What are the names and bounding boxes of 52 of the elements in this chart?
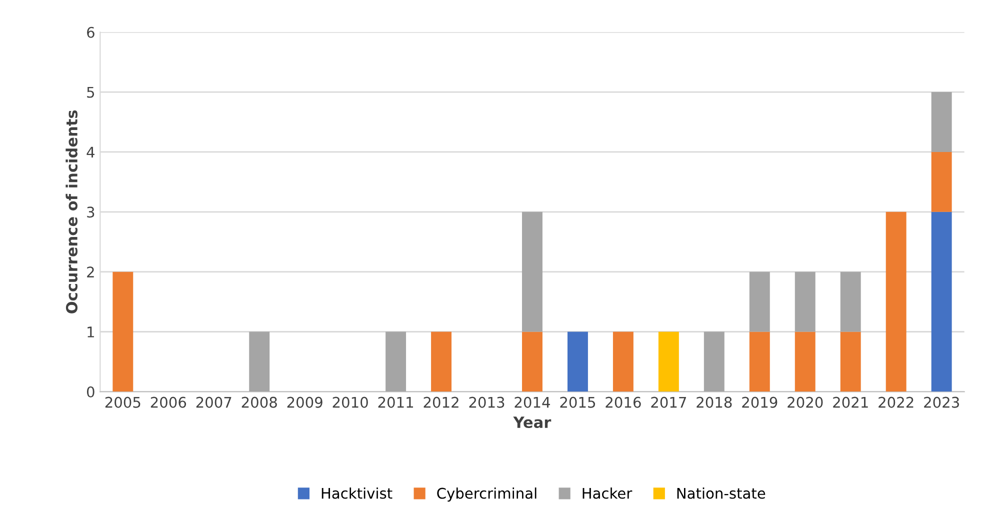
x-tick-label: 2021 — [833, 396, 868, 408]
bar — [612, 332, 634, 392]
bar — [794, 332, 816, 392]
legend-label: Nation-state — [677, 488, 766, 499]
x-tick-label: 2011 — [378, 396, 414, 408]
bar — [840, 272, 861, 332]
x-tick-label: 2005 — [105, 396, 140, 408]
x-tick-label: 2016 — [606, 396, 641, 408]
legend-label: Hacktivist — [322, 488, 392, 499]
x-tick-label: 2006 — [150, 396, 186, 408]
bar — [386, 332, 406, 392]
bar — [840, 332, 861, 392]
y-tick-label: 3 — [87, 206, 94, 218]
bar — [931, 92, 952, 152]
bar — [567, 332, 588, 392]
y-tick-label: 6 — [87, 26, 94, 38]
legend-label: Cybercriminal — [437, 488, 536, 502]
bar — [749, 272, 770, 332]
legend-label: Hacker — [582, 488, 632, 499]
bar — [522, 212, 542, 332]
bar — [886, 212, 906, 392]
x-tick-label: 2014 — [514, 396, 550, 408]
bar — [249, 332, 270, 392]
bar — [658, 332, 679, 392]
x-axis-title: Year — [513, 416, 552, 428]
y-tick-label: 4 — [86, 146, 94, 158]
y-tick-label: 5 — [87, 86, 94, 98]
y-tick-label: 2 — [87, 266, 94, 278]
bar — [931, 212, 952, 392]
x-tick-label: 2008 — [242, 396, 277, 408]
bar — [112, 272, 134, 392]
bar — [794, 272, 816, 332]
x-tick-label: 2020 — [788, 396, 823, 408]
x-tick-label: 2013 — [469, 396, 504, 408]
x-tick-label: 2017 — [651, 396, 686, 408]
bar — [522, 332, 542, 392]
bar — [931, 152, 952, 212]
y-tick-label: 0 — [86, 386, 94, 398]
x-tick-label: 2012 — [424, 396, 458, 408]
x-tick-label: 2007 — [196, 396, 232, 408]
bar — [704, 332, 724, 392]
x-tick-label: 2019 — [742, 396, 778, 408]
x-tick-label: 2023 — [924, 396, 959, 408]
x-tick-label: 2010 — [332, 396, 368, 408]
y-tick-label: 1 — [88, 326, 94, 338]
bar — [431, 332, 452, 392]
x-tick-label: 2022 — [878, 396, 914, 408]
bar — [749, 332, 770, 392]
x-tick-label: 2009 — [287, 396, 322, 408]
x-tick-label: 2015 — [560, 396, 596, 408]
x-tick-label: 2018 — [696, 396, 732, 408]
y-axis-title: Occurrence of incidents — [66, 110, 78, 314]
